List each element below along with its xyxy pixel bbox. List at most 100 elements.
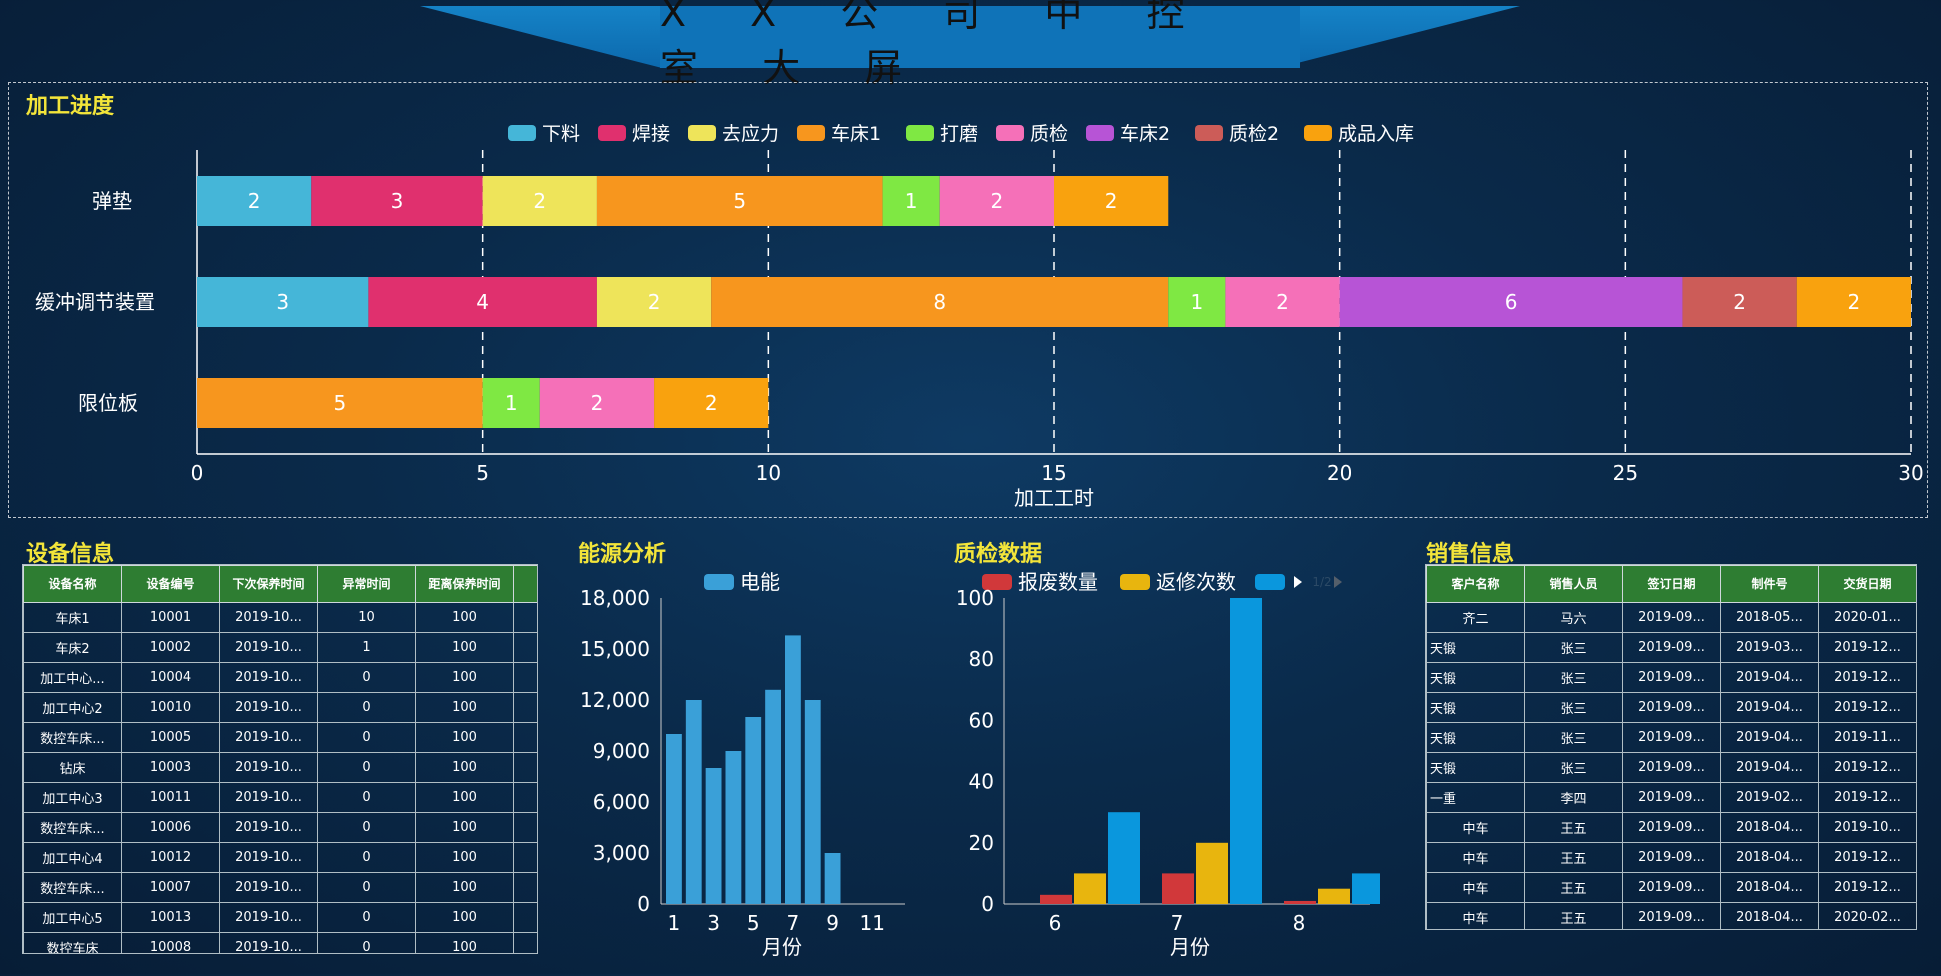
equipment-table-cell: 0 bbox=[317, 782, 416, 813]
legend-swatch-4 bbox=[906, 125, 934, 141]
sales-header-cell[interactable]: 交货日期 bbox=[1818, 565, 1916, 603]
x-axis-title: 月份 bbox=[762, 935, 802, 959]
bar-value-label: 2 bbox=[1105, 189, 1118, 213]
y-tick-label: 9,000 bbox=[593, 739, 650, 763]
equipment-table-cell: 0 bbox=[317, 752, 416, 783]
equipment-table-cell: 10012 bbox=[121, 842, 220, 873]
equipment-table-cell bbox=[513, 842, 537, 873]
x-tick-label: 8 bbox=[1293, 911, 1306, 935]
sales-header-cell[interactable]: 销售人员 bbox=[1524, 565, 1623, 603]
sales-table-cell: 天锻 bbox=[1426, 752, 1525, 783]
energy-bar bbox=[804, 700, 821, 904]
sales-header-cell[interactable]: 客户名称 bbox=[1426, 565, 1525, 603]
bar-segment bbox=[939, 176, 1054, 226]
equipment-table: 设备名称设备编号下次保养时间异常时间距离保养时间加 车床1100012019-1… bbox=[23, 565, 537, 953]
table-row[interactable]: 天锻 张三 2019-09... 2019-04... 2019-12... bbox=[1426, 692, 1916, 723]
table-row[interactable]: 天锻 张三 2019-09... 2019-04... 2019-11... bbox=[1426, 722, 1916, 753]
quality-bar bbox=[1040, 894, 1072, 904]
legend-swatch-5 bbox=[996, 125, 1024, 141]
table-row[interactable]: 加工中心2 10010 2019-10... 0 100 bbox=[23, 692, 537, 723]
table-row[interactable]: 车床1 10001 2019-10... 10 100 bbox=[23, 602, 537, 633]
sales-table-container[interactable]: 客户名称 销售人员 签订日期 制件号 交货日期 齐二 马六 2019-09... 2018-0… bbox=[1425, 564, 1917, 930]
table-row[interactable]: 数控车床... 10005 2019-10... 0 100 bbox=[23, 722, 537, 753]
equipment-header-cell[interactable]: 距离保养时间 bbox=[415, 565, 514, 603]
sales-table-cell: 马六 bbox=[1524, 602, 1623, 633]
equipment-table-cell: 100 bbox=[415, 932, 514, 953]
sales-table-cell: 2019-04... bbox=[1720, 722, 1819, 753]
bar-value-label: 4 bbox=[476, 290, 489, 314]
equipment-header-cell[interactable]: 设备编号 bbox=[121, 565, 220, 603]
table-row[interactable]: 数控车床... 10007 2019-10... 0 100 bbox=[23, 872, 537, 903]
section-title-sales: 销售信息 bbox=[1426, 542, 1515, 567]
table-row[interactable]: 中车 王五 2019-09... 2018-04... 2019-12... bbox=[1426, 842, 1916, 873]
table-row[interactable]: 车床2 10002 2019-10... 1 100 bbox=[23, 632, 537, 663]
bar-value-label: 2 bbox=[1276, 290, 1289, 314]
equipment-table-cell: 10007 bbox=[121, 872, 220, 903]
sales-table-cell: 2019-12... bbox=[1818, 752, 1916, 783]
sales-table-cell: 2019-09... bbox=[1622, 842, 1721, 873]
bar-value-label: 2 bbox=[248, 189, 261, 213]
table-row[interactable]: 齐二 马六 2019-09... 2018-05... 2020-01... bbox=[1426, 602, 1916, 633]
sales-table-cell: 2018-04... bbox=[1720, 902, 1819, 929]
sales-table-cell: 李四 bbox=[1524, 782, 1623, 813]
legend-prev-icon bbox=[1294, 576, 1302, 588]
table-row[interactable]: 加工中心... 10004 2019-10... 0 100 bbox=[23, 662, 537, 693]
equipment-table-cell: 10008 bbox=[121, 932, 220, 953]
table-row[interactable]: 加工中心5 10013 2019-10... 0 100 bbox=[23, 902, 537, 933]
equipment-table-cell: 10005 bbox=[121, 722, 220, 753]
table-row[interactable]: 钻床 10003 2019-10... 0 100 bbox=[23, 752, 537, 783]
equipment-table-cell bbox=[513, 902, 537, 933]
equipment-header-cell[interactable]: 加 bbox=[513, 565, 537, 603]
sales-table-cell: 2018-04... bbox=[1720, 872, 1819, 903]
row-label: 弹垫 bbox=[92, 189, 132, 213]
equipment-table-cell: 10010 bbox=[121, 692, 220, 723]
quality-bar bbox=[1108, 812, 1140, 904]
equipment-table-container[interactable]: 设备名称设备编号下次保养时间异常时间距离保养时间加 车床1100012019-1… bbox=[22, 564, 538, 954]
table-row[interactable]: 数控车床 10008 2019-10... 0 100 bbox=[23, 932, 537, 953]
legend-swatch-third bbox=[1255, 574, 1285, 590]
equipment-table-cell: 10013 bbox=[121, 902, 220, 933]
sales-table-cell: 2019-12... bbox=[1818, 842, 1916, 873]
equipment-header-cell[interactable]: 异常时间 bbox=[317, 565, 416, 603]
bar-segment bbox=[1168, 277, 1226, 327]
equipment-table-cell: 0 bbox=[317, 662, 416, 693]
sales-table-cell: 天锻 bbox=[1426, 722, 1525, 753]
table-row[interactable]: 天锻 张三 2019-09... 2019-04... 2019-12... bbox=[1426, 662, 1916, 693]
bar-segment bbox=[197, 277, 369, 327]
x-tick-label: 5 bbox=[747, 911, 760, 935]
legend-label-6: 车床2 bbox=[1120, 123, 1170, 145]
x-tick-label: 7 bbox=[1171, 911, 1184, 935]
table-row[interactable]: 天锻 张三 2019-09... 2019-04... 2019-12... bbox=[1426, 752, 1916, 783]
table-row[interactable]: 中车 王五 2019-09... 2018-04... 2020-02... bbox=[1426, 902, 1916, 929]
legend-label-electric: 电能 bbox=[740, 570, 780, 594]
section-title-energy: 能源分析 bbox=[578, 542, 667, 567]
table-row[interactable]: 加工中心4 10012 2019-10... 0 100 bbox=[23, 842, 537, 873]
equipment-table-cell: 100 bbox=[415, 632, 514, 663]
equipment-table-cell: 2019-10... bbox=[219, 692, 318, 723]
legend-swatch-1 bbox=[598, 125, 626, 141]
sales-table-cell: 2019-09... bbox=[1622, 662, 1721, 693]
equipment-table-cell: 数控车床... bbox=[23, 812, 122, 843]
equipment-table-cell: 100 bbox=[415, 842, 514, 873]
sales-table-cell: 2019-12... bbox=[1818, 782, 1916, 813]
equipment-header-cell[interactable]: 设备名称 bbox=[23, 565, 122, 603]
table-row[interactable]: 天锻 张三 2019-09... 2019-03... 2019-12... bbox=[1426, 632, 1916, 663]
bar-value-label: 8 bbox=[933, 290, 946, 314]
x-tick-label: 7 bbox=[787, 911, 800, 935]
x-tick-label: 25 bbox=[1613, 461, 1638, 485]
bar-value-label: 2 bbox=[648, 290, 661, 314]
equipment-table-cell bbox=[513, 722, 537, 753]
energy-bar bbox=[785, 635, 801, 904]
equipment-header-cell[interactable]: 下次保养时间 bbox=[219, 565, 318, 603]
sales-header-cell[interactable]: 签订日期 bbox=[1622, 565, 1721, 603]
table-row[interactable]: 中车 王五 2019-09... 2018-04... 2019-12... bbox=[1426, 872, 1916, 903]
table-row[interactable]: 中车 王五 2019-09... 2018-04... 2019-10... bbox=[1426, 812, 1916, 843]
sales-header-cell[interactable]: 制件号 bbox=[1720, 565, 1819, 603]
table-row[interactable]: 数控车床... 10006 2019-10... 0 100 bbox=[23, 812, 537, 843]
quality-bar bbox=[1196, 842, 1228, 904]
equipment-table-cell bbox=[513, 752, 537, 783]
equipment-table-cell bbox=[513, 632, 537, 663]
table-row[interactable]: 加工中心3 10011 2019-10... 0 100 bbox=[23, 782, 537, 813]
section-title-quality: 质检数据 bbox=[954, 542, 1043, 567]
table-row[interactable]: 一重 李四 2019-09... 2019-02... 2019-12... bbox=[1426, 782, 1916, 813]
